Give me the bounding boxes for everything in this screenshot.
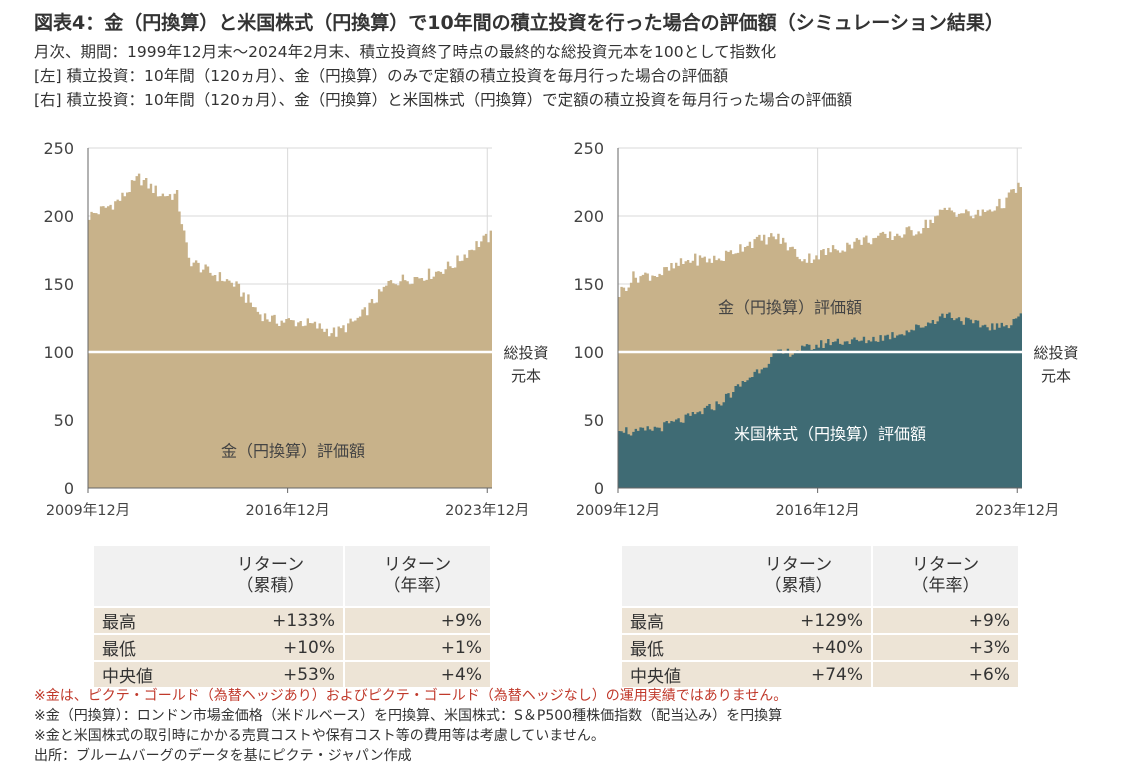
- header-line: （年率）: [383, 576, 452, 596]
- y-tick-label: 250: [573, 139, 604, 158]
- row-label: 中央値: [622, 660, 726, 687]
- cumulative-value: +74%: [726, 660, 872, 687]
- header-line: （累積）: [236, 576, 305, 596]
- header-line: リターン: [764, 555, 833, 575]
- table-row: 最高 +133% +9%: [94, 606, 490, 634]
- series-label-gold: 金（円換算）評価額: [718, 298, 862, 317]
- table-row: 中央値 +74% +6%: [622, 660, 1018, 687]
- table-header-cumulative: リターン （累積）: [726, 546, 872, 607]
- y-tick-label: 50: [54, 411, 74, 430]
- x-tick-label: 2023年12月: [445, 502, 529, 519]
- header-line: リターン: [236, 555, 305, 575]
- principal-label: 総投資: [503, 344, 548, 362]
- table-row: 最高 +129% +9%: [622, 606, 1018, 634]
- cumulative-value: +133%: [198, 606, 344, 634]
- annual-value: +4%: [343, 660, 490, 687]
- series-label-stock: 米国株式（円換算）評価額: [734, 425, 926, 444]
- footnote-line: ※金（円換算）：ロンドン市場金価格（米ドルベース）を円換算、米国株式：S＆P50…: [34, 708, 783, 724]
- table-header-annual: リターン （年率）: [871, 546, 1018, 607]
- y-tick-label: 100: [43, 343, 74, 362]
- table-header-annual: リターン （年率）: [343, 546, 490, 607]
- table-header-row: リターン （累積） リターン （年率）: [94, 546, 490, 607]
- annual-value: +9%: [871, 606, 1018, 634]
- gold-only-chart: 0 50 100 150 200 250 2009年12月 2016年12月 2023年12月 総…: [43, 139, 548, 519]
- header-line: （年率）: [911, 576, 980, 596]
- x-tick-label: 2009年12月: [576, 502, 660, 519]
- footnotes: ※金は、ピクテ・ゴールド（為替ヘッジあり）およびピクテ・ゴールド（為替ヘッジなし…: [34, 686, 787, 766]
- y-tick-label: 250: [43, 139, 74, 158]
- table-header-blank: [622, 546, 726, 607]
- x-tick-label: 2023年12月: [975, 502, 1059, 519]
- y-tick-label: 150: [573, 275, 604, 294]
- annual-value: +9%: [343, 606, 490, 634]
- cumulative-value: +53%: [198, 660, 344, 687]
- principal-label: 元本: [1041, 367, 1071, 385]
- page-title: 図表4：金（円換算）と米国株式（円換算）で10年間の積立投資を行った場合の評価額…: [34, 12, 1004, 34]
- principal-label: 総投資: [1033, 344, 1078, 362]
- x-tick-label: 2009年12月: [46, 502, 130, 519]
- annual-value: +1%: [343, 633, 490, 661]
- row-label: 最低: [94, 633, 198, 661]
- row-label: 中央値: [94, 660, 198, 687]
- principal-label: 元本: [511, 367, 541, 385]
- gold-value-area: [88, 173, 492, 489]
- x-tick-label: 2016年12月: [775, 502, 859, 519]
- table-header-blank: [94, 546, 198, 607]
- x-tick-label: 2016年12月: [245, 502, 329, 519]
- header-line: リターン: [911, 555, 980, 575]
- table-row: 最低 +10% +1%: [94, 633, 490, 661]
- table-row: 中央値 +53% +4%: [94, 660, 490, 687]
- row-label: 最低: [622, 633, 726, 661]
- disclaimer-note: ※金は、ピクテ・ゴールド（為替ヘッジあり）およびピクテ・ゴールド（為替ヘッジなし…: [34, 688, 788, 704]
- row-label: 最高: [622, 606, 726, 634]
- gold-return-table: リターン （累積） リターン （年率） 最高 +133% +9% 最低 +10%…: [94, 546, 490, 687]
- table-header-row: リターン （累積） リターン （年率）: [622, 546, 1018, 607]
- source-note: 出所：ブルームバーグのデータを基にピクテ・ジャパン作成: [34, 748, 412, 764]
- subtitle-line-3: [右] 積立投資：10年間（120ヵ月）、金（円換算）と米国株式（円換算）で定額…: [34, 91, 853, 109]
- y-tick-label: 200: [43, 207, 74, 226]
- gold-stock-return-table: リターン （累積） リターン （年率） 最高 +129% +9% 最低 +40%…: [622, 546, 1018, 687]
- y-tick-label: 50: [584, 411, 604, 430]
- footnote-line: ※金と米国株式の取引時にかかる売買コストや保有コスト等の費用等は考慮していません…: [34, 728, 605, 744]
- header-line: （累積）: [764, 576, 833, 596]
- series-label-gold: 金（円換算）評価額: [221, 442, 365, 461]
- y-tick-label: 150: [43, 275, 74, 294]
- cumulative-value: +10%: [198, 633, 344, 661]
- table-header-cumulative: リターン （累積）: [198, 546, 344, 607]
- subtitle-line-1: 月次、期間：1999年12月末～2024年2月末、積立投資終了時点の最終的な総投…: [34, 43, 777, 61]
- y-tick-label: 0: [594, 479, 604, 498]
- table-row: 最低 +40% +3%: [622, 633, 1018, 661]
- cumulative-value: +40%: [726, 633, 872, 661]
- row-label: 最高: [94, 606, 198, 634]
- y-tick-label: 200: [573, 207, 604, 226]
- header-line: リターン: [383, 555, 452, 575]
- cumulative-value: +129%: [726, 606, 872, 634]
- y-tick-label: 0: [64, 479, 74, 498]
- subtitle-line-2: [左] 積立投資：10年間（120ヵ月）、金（円換算）のみで定額の積立投資を毎月…: [34, 67, 729, 85]
- annual-value: +3%: [871, 633, 1018, 661]
- y-tick-label: 100: [573, 343, 604, 362]
- gold-and-stock-chart: 0 50 100 150 200 250 2009年12月 2016年12月 2023年12月 総…: [573, 139, 1078, 519]
- annual-value: +6%: [871, 660, 1018, 687]
